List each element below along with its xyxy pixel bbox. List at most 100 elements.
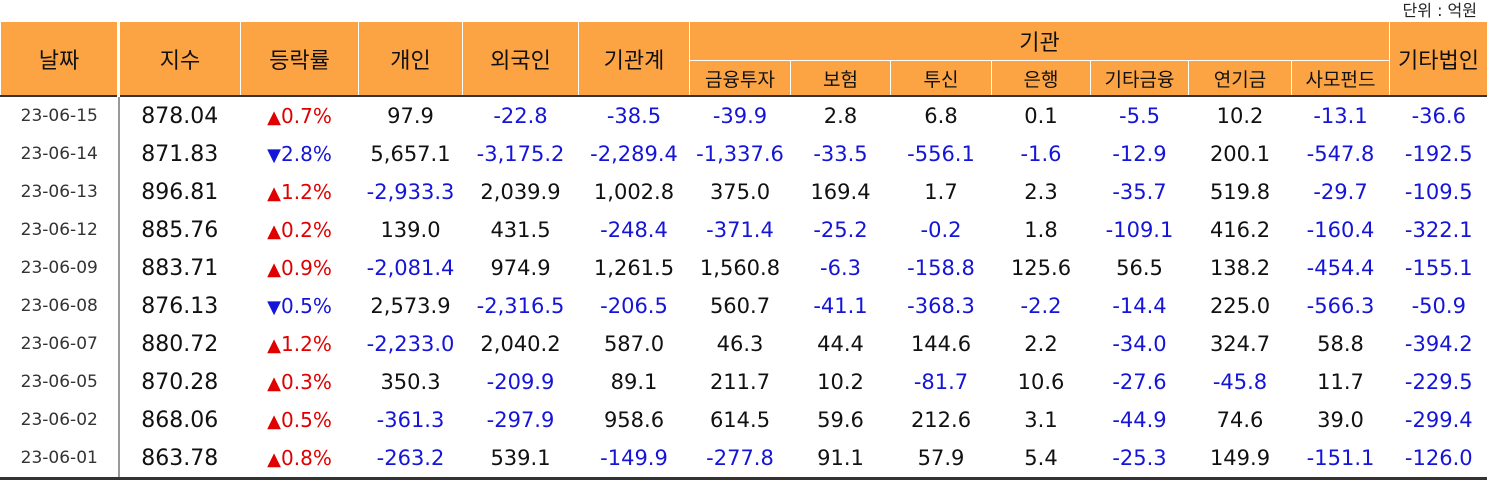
cell-value: 0.1 (991, 96, 1091, 135)
cell-value: 2.3 (991, 173, 1091, 211)
header-institution-sub: 기타금융 (1090, 60, 1189, 96)
change-value: 0.5% (281, 408, 332, 432)
cell-value: -149.9 (578, 439, 690, 480)
cell-value: 59.6 (790, 401, 891, 439)
cell-index: 878.04 (118, 96, 241, 135)
cell-value: -3,175.2 (462, 135, 579, 173)
cell-value: 46.3 (689, 325, 791, 363)
cell-value: 2.2 (991, 325, 1091, 363)
cell-value: -13.1 (1290, 96, 1390, 135)
cell-value: -109.1 (1090, 211, 1189, 249)
header-institution-sub: 투신 (890, 60, 992, 96)
up-triangle-icon: ▲ (267, 335, 282, 356)
cell-value: 6.8 (890, 96, 992, 135)
cell-value: -1.6 (991, 135, 1091, 173)
table-row: 23-06-08 876.13 ▼0.5% 2,573.9 -2,316.5 -206.5… (0, 287, 1487, 325)
up-triangle-icon: ▲ (267, 107, 282, 128)
investor-flow-table: 날짜 지수 등락률 개인 외국인 기관계 기관 기타법인 금융투자 보험 투신 은행 기… (0, 22, 1487, 480)
cell-value: -2,316.5 (462, 287, 579, 325)
cell-value: -248.4 (578, 211, 690, 249)
down-triangle-icon: ▼ (267, 297, 282, 318)
cell-value: 1,002.8 (578, 173, 690, 211)
cell-change: ▲0.2% (240, 211, 359, 249)
cell-value: 350.3 (358, 363, 463, 401)
header-institution-sub: 은행 (991, 60, 1091, 96)
cell-value: 1,261.5 (578, 249, 690, 287)
cell-value: 144.6 (890, 325, 992, 363)
cell-value: -14.4 (1090, 287, 1189, 325)
cell-change: ▲1.2% (240, 173, 359, 211)
change-value: 0.7% (281, 104, 332, 128)
table-row: 23-06-01 863.78 ▲0.8% -263.2 539.1 -149.9 -277… (0, 439, 1487, 480)
cell-change: ▲0.9% (240, 249, 359, 287)
cell-value: -2,233.0 (358, 325, 463, 363)
cell-value: -126.0 (1389, 439, 1487, 480)
cell-value: -556.1 (890, 135, 992, 173)
header-foreign: 외국인 (462, 22, 579, 96)
unit-label: 단위 : 억원 (1402, 1, 1477, 20)
header-institution-group: 기관 (688, 22, 1391, 61)
table-row: 23-06-09 883.71 ▲0.9% -2,081.4 974.9 1,261.5 1… (0, 249, 1487, 287)
cell-index: 885.76 (118, 211, 241, 249)
cell-value: -394.2 (1389, 325, 1487, 363)
cell-value: -5.5 (1090, 96, 1189, 135)
up-triangle-icon: ▲ (267, 221, 282, 242)
cell-value: -229.5 (1389, 363, 1487, 401)
header-date: 날짜 (0, 22, 119, 96)
cell-change: ▲0.3% (240, 363, 359, 401)
table-row: 23-06-05 870.28 ▲0.3% 350.3 -209.9 89.1 211.7 1… (0, 363, 1487, 401)
cell-value: -2.2 (991, 287, 1091, 325)
table-header: 날짜 지수 등락률 개인 외국인 기관계 기관 기타법인 금융투자 보험 투신 은행 기… (0, 22, 1487, 96)
down-triangle-icon: ▼ (267, 145, 282, 166)
cell-change: ▲0.7% (240, 96, 359, 135)
change-value: 2.8% (281, 142, 332, 166)
cell-value: 2,040.2 (462, 325, 579, 363)
cell-value: -322.1 (1389, 211, 1487, 249)
cell-value: 10.2 (1188, 96, 1292, 135)
cell-value: 225.0 (1188, 287, 1292, 325)
header-institution-sub: 사모펀드 (1290, 60, 1391, 96)
change-value: 0.8% (281, 446, 332, 470)
cell-value: 1.8 (991, 211, 1091, 249)
cell-date: 23-06-07 (0, 325, 120, 363)
cell-value: 169.4 (790, 173, 891, 211)
cell-change: ▲0.8% (240, 439, 359, 480)
cell-value: 58.8 (1290, 325, 1390, 363)
cell-value: -39.9 (689, 96, 791, 135)
cell-value: -50.9 (1389, 287, 1487, 325)
change-value: 0.5% (281, 294, 332, 318)
cell-date: 23-06-15 (0, 96, 120, 135)
cell-value: -0.2 (890, 211, 992, 249)
cell-value: -2,289.4 (578, 135, 690, 173)
cell-value: -160.4 (1290, 211, 1390, 249)
cell-value: 10.6 (991, 363, 1091, 401)
change-value: 1.2% (281, 332, 332, 356)
cell-index: 870.28 (118, 363, 241, 401)
cell-value: -263.2 (358, 439, 463, 480)
up-triangle-icon: ▲ (267, 411, 282, 432)
cell-value: -2,933.3 (358, 173, 463, 211)
cell-change: ▲1.2% (240, 325, 359, 363)
up-triangle-icon: ▲ (267, 373, 282, 394)
cell-value: 614.5 (689, 401, 791, 439)
change-value: 0.3% (281, 370, 332, 394)
cell-value: -206.5 (578, 287, 690, 325)
cell-value: -44.9 (1090, 401, 1189, 439)
cell-index: 880.72 (118, 325, 241, 363)
cell-value: 89.1 (578, 363, 690, 401)
cell-index: 883.71 (118, 249, 241, 287)
cell-value: -25.2 (790, 211, 891, 249)
cell-value: 39.0 (1290, 401, 1390, 439)
cell-value: 149.9 (1188, 439, 1292, 480)
cell-value: -297.9 (462, 401, 579, 439)
cell-value: 211.7 (689, 363, 791, 401)
table-row: 23-06-12 885.76 ▲0.2% 139.0 431.5 -248.4 -371.… (0, 211, 1487, 249)
cell-value: 97.9 (358, 96, 463, 135)
cell-value: 5.4 (991, 439, 1091, 480)
cell-value: -454.4 (1290, 249, 1390, 287)
cell-date: 23-06-02 (0, 401, 120, 439)
cell-value: -361.3 (358, 401, 463, 439)
header-other-corp: 기타법인 (1389, 22, 1487, 96)
cell-value: 139.0 (358, 211, 463, 249)
cell-value: -158.8 (890, 249, 992, 287)
